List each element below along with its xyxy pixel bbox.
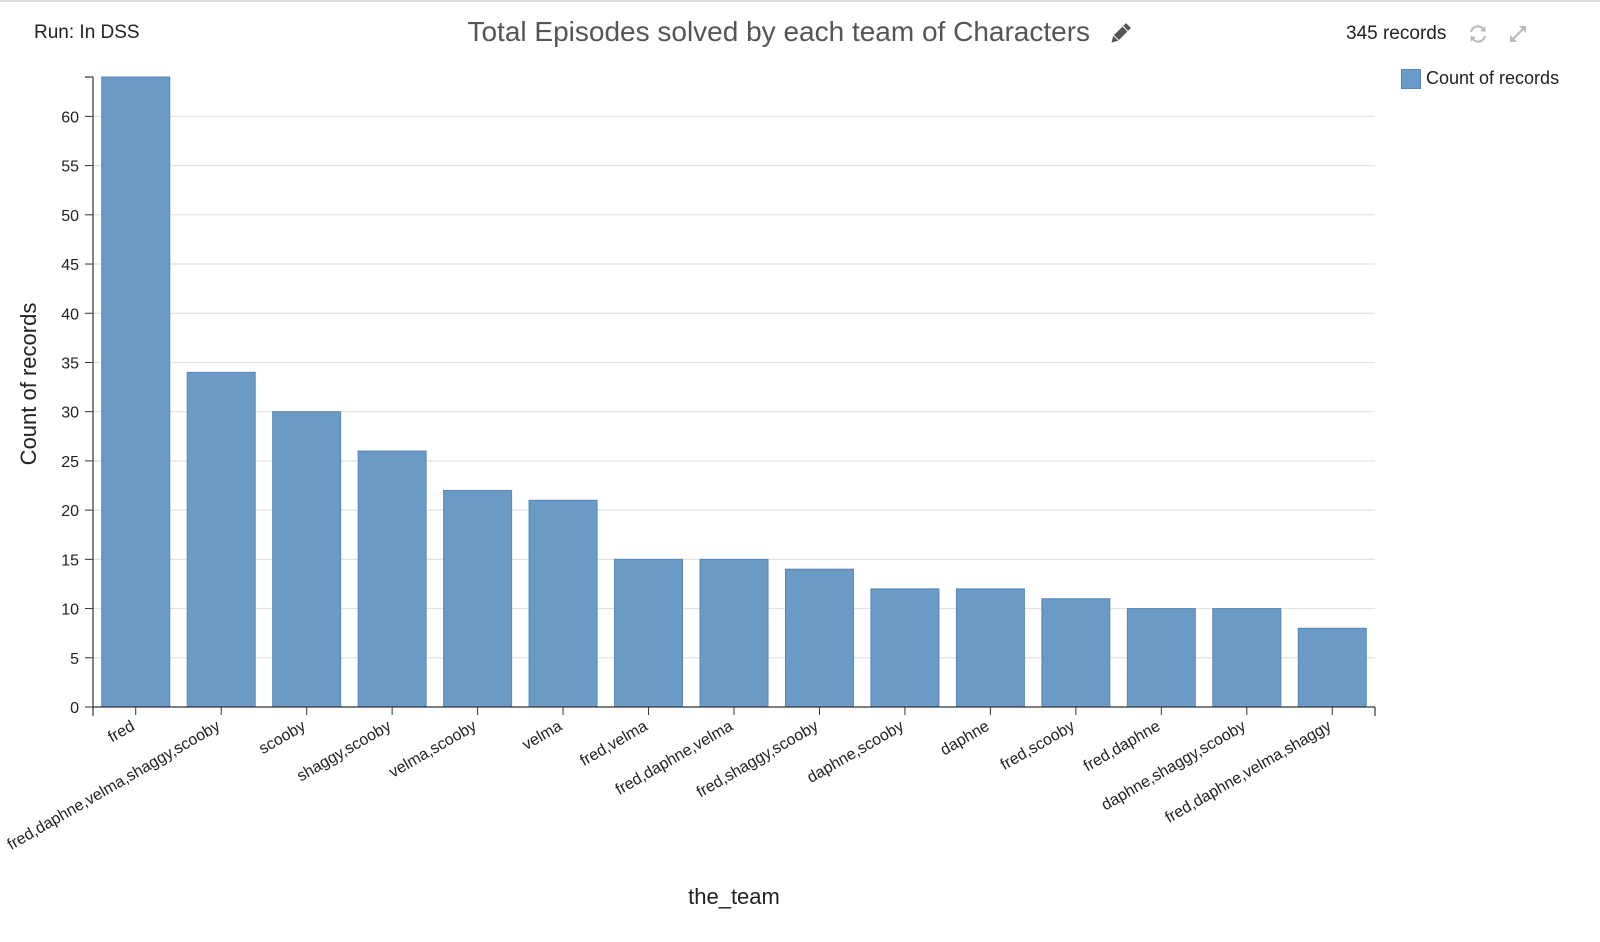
y-tick-label: 30 — [61, 405, 79, 422]
bar — [1041, 598, 1111, 708]
top-border — [0, 0, 1600, 2]
x-tick-label: fred — [105, 718, 137, 747]
x-axis-title: the_team — [688, 884, 780, 909]
bar — [443, 489, 513, 708]
bar — [357, 450, 427, 708]
x-tick-label: shaggy,scooby — [294, 718, 394, 785]
records-count: 345 records — [1346, 23, 1447, 44]
bar — [614, 558, 684, 708]
bar — [1297, 627, 1367, 708]
chart-title: Total Episodes solved by each team of Ch… — [467, 16, 1091, 47]
title-row: Total Episodes solved by each team of Ch… — [0, 16, 1600, 52]
x-tick-label: velma,scooby — [386, 718, 479, 782]
legend-swatch — [1401, 68, 1421, 89]
y-tick-label: 45 — [61, 257, 79, 274]
bar — [784, 568, 854, 708]
y-tick-label: 60 — [61, 109, 79, 126]
x-tick-label: fred,scooby — [998, 718, 1078, 774]
legend-label: Count of records — [1426, 68, 1560, 88]
y-tick-label: 55 — [61, 159, 79, 176]
y-tick-label: 10 — [61, 602, 79, 619]
y-axis-title: Count of records — [16, 303, 41, 466]
y-tick-label: 50 — [61, 208, 79, 225]
x-tick-label: velma — [520, 718, 566, 754]
bar — [870, 588, 940, 708]
pencil-icon[interactable] — [1107, 21, 1133, 52]
y-tick-label: 25 — [61, 454, 79, 471]
x-tick-label: daphne — [938, 718, 993, 759]
x-tick-label: fred,velma — [577, 718, 650, 770]
bars — [101, 76, 1367, 708]
y-tick-label: 5 — [70, 651, 79, 668]
y-tick-label: 0 — [70, 700, 79, 717]
bar — [1212, 608, 1282, 708]
x-tick-label: fred,daphne — [1081, 718, 1164, 775]
bar — [528, 499, 598, 708]
x-tick-label: fred,daphne,velma,shaggy — [1162, 718, 1334, 827]
bar — [101, 76, 171, 708]
bar — [186, 371, 256, 708]
y-tick-label: 40 — [61, 306, 79, 323]
chart-legend: Count of records — [1401, 68, 1559, 89]
refresh-icon[interactable] — [1466, 22, 1490, 46]
y-tick-label: 35 — [61, 355, 79, 372]
y-tick-label: 15 — [61, 552, 79, 569]
x-tick-label: daphne,shaggy,scooby — [1099, 718, 1249, 814]
x-tick-label: scooby — [256, 718, 308, 758]
bar — [955, 588, 1025, 708]
x-tick-label: daphne,scooby — [804, 718, 906, 787]
bar — [699, 558, 769, 708]
y-tick-label: 20 — [61, 503, 79, 520]
bar — [272, 411, 342, 708]
bar — [1126, 608, 1196, 708]
run-status-label: Run: In DSS — [34, 22, 140, 43]
expand-icon[interactable] — [1506, 22, 1530, 46]
